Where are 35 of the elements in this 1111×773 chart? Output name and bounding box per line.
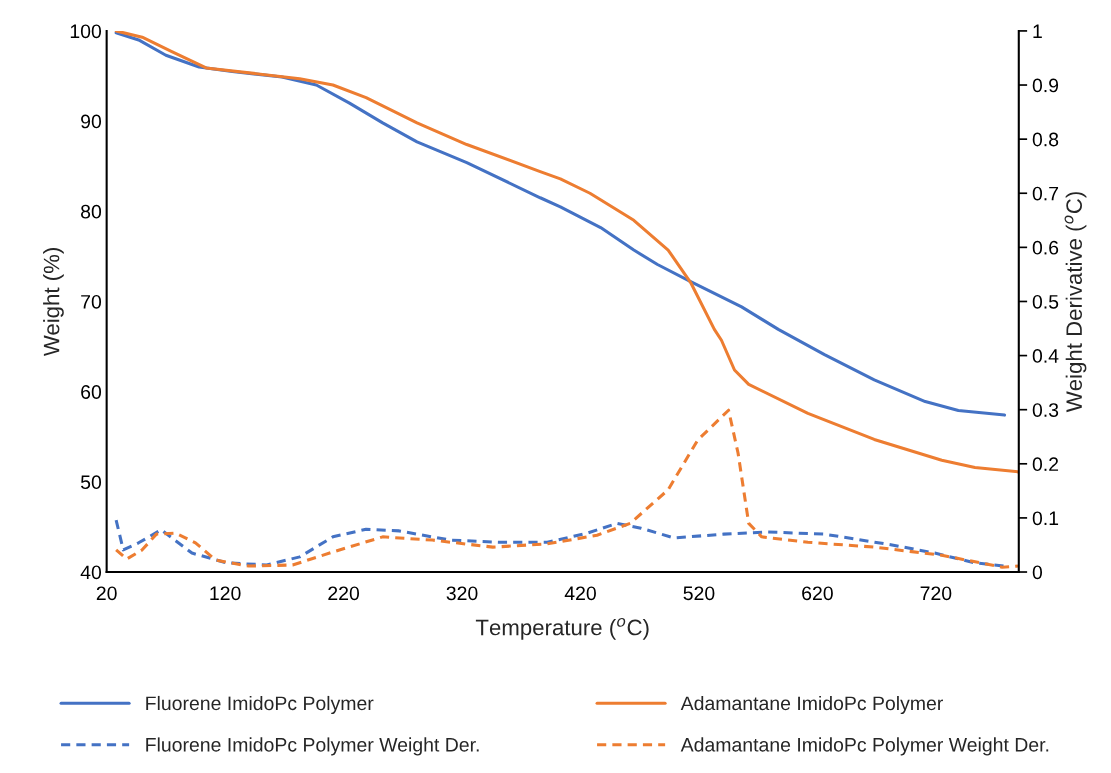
legend-label: Fluorene ImidoPc Polymer Weight Der.	[146, 737, 479, 756]
y2-tick-label: 0.9	[1032, 78, 1059, 93]
x-tick-label: 220	[328, 586, 360, 601]
y2-tick-label: 0.2	[1032, 457, 1059, 472]
x-tick-label: 320	[446, 586, 478, 601]
y-tick-label: 80	[81, 204, 102, 219]
line-series	[114, 408, 1019, 569]
y2-tick-label: 0.6	[1032, 240, 1059, 255]
x-tick-label: 420	[564, 586, 596, 601]
y2-tick-label: 0.5	[1032, 294, 1059, 309]
y2-axis-title: Weight Derivative ($^{o}$C)	[1064, 192, 1087, 413]
x-axis-title: Temperature ($^{o}$C)	[475, 617, 649, 640]
y-axis-title: Weight (%)	[43, 248, 64, 357]
y-tick-label: 40	[80, 565, 102, 580]
legend-label: Adamantane ImidoPc Polymer Weight Der.	[680, 737, 1049, 756]
x-tick-label: 120	[210, 586, 241, 601]
y2-tick-label: 0.1	[1032, 511, 1059, 526]
x-tick-label: 520	[683, 586, 715, 601]
y2-tick-label: 1	[1033, 24, 1042, 38]
y2-tick-label: 0.8	[1032, 132, 1059, 147]
y-tick-label: 50	[80, 475, 102, 490]
legend-label: Adamantane ImidoPc Polymer	[680, 695, 943, 715]
legend-label: Fluorene ImidoPc Polymer	[146, 695, 374, 715]
x-tick-label: 720	[920, 586, 952, 601]
y-tick-label: 60	[81, 385, 102, 399]
y2-tick-label: 0.7	[1032, 186, 1059, 201]
y2-tick-label: 0.4	[1032, 349, 1059, 363]
y2-tick-label: 0	[1032, 565, 1043, 580]
y-tick-label: 70	[81, 294, 102, 309]
line-series	[114, 518, 1007, 568]
y-tick-label: 100	[70, 24, 102, 39]
x-tick-label: 620	[802, 586, 833, 601]
y2-tick-label: 0.3	[1032, 403, 1059, 417]
y-tick-label: 90	[81, 114, 102, 129]
x-tick-label: 20	[96, 586, 117, 601]
